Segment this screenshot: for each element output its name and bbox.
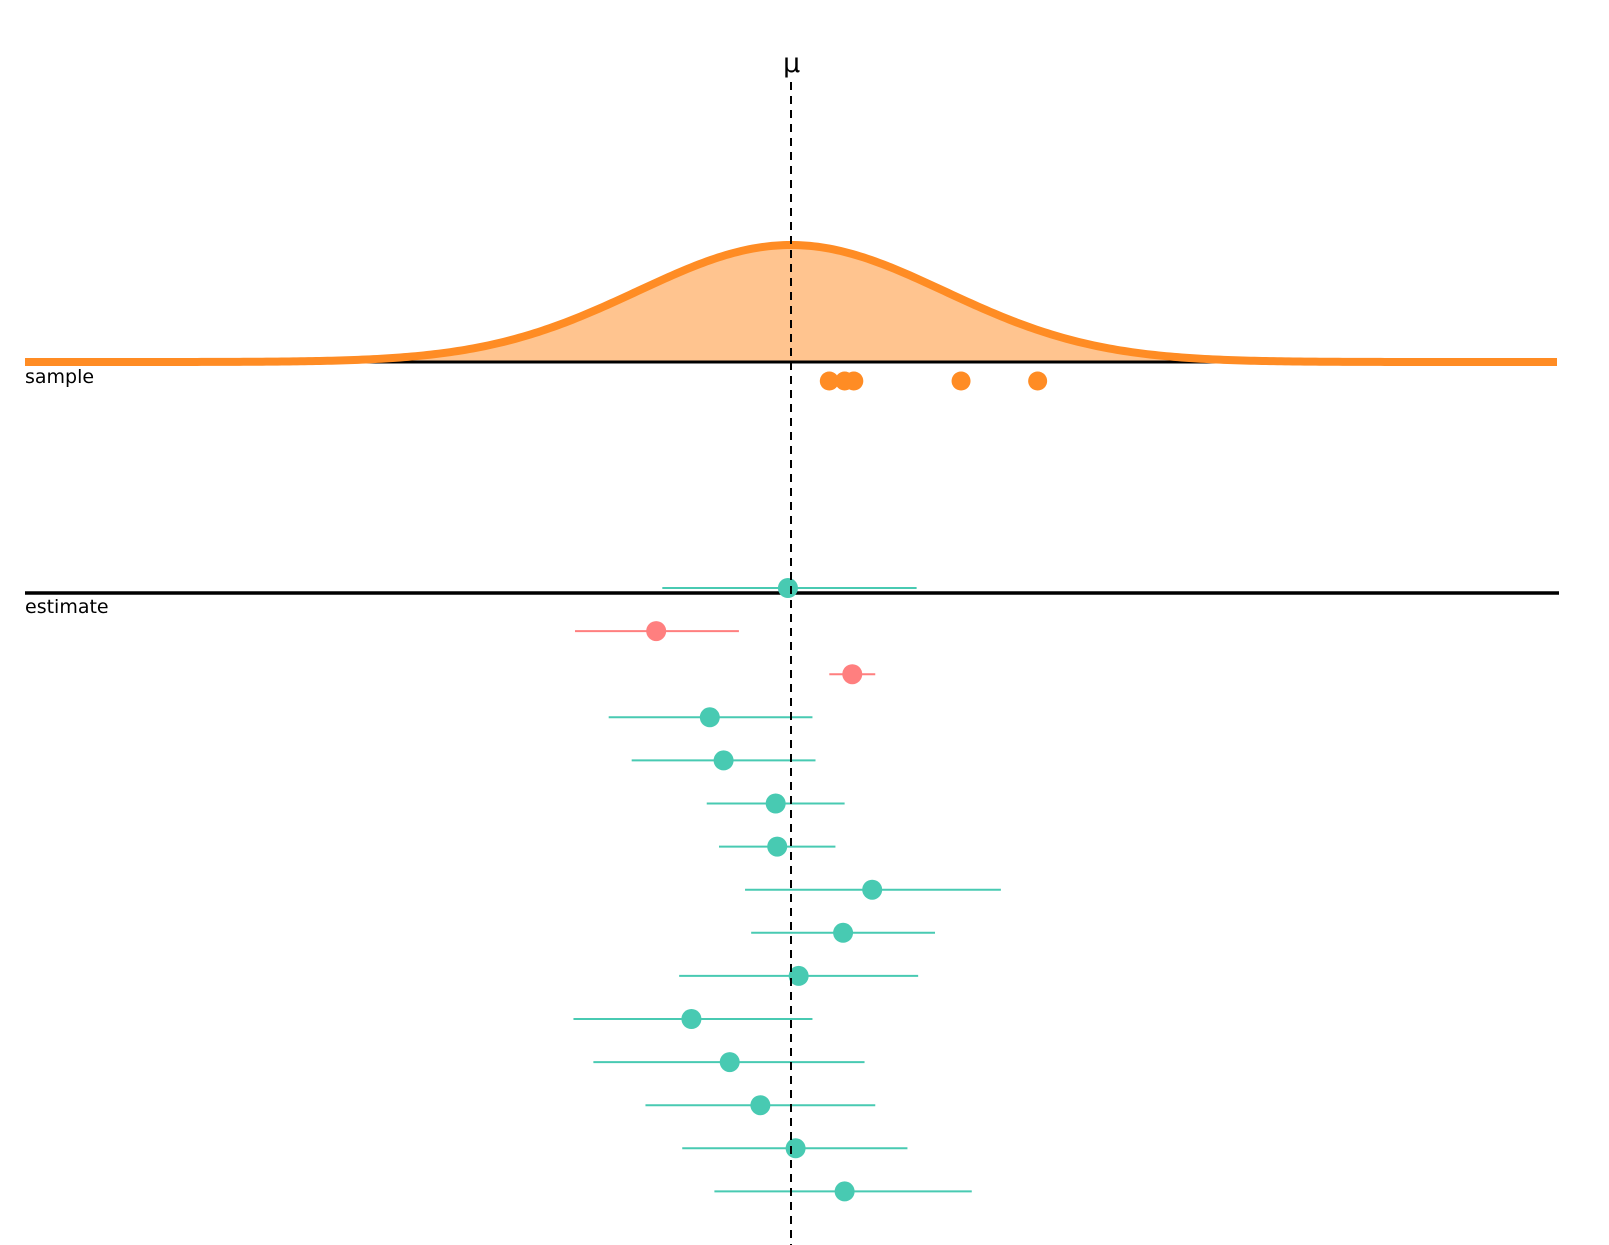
estimate-point: [681, 1009, 702, 1029]
estimate-point: [777, 578, 798, 598]
estimate-point: [646, 621, 667, 642]
sample-point: [819, 371, 839, 391]
sample-panel-label: sample: [25, 366, 95, 388]
estimates-layer: [573, 578, 1001, 1202]
estimate-row: [608, 707, 813, 728]
estimate-point: [834, 1181, 855, 1202]
mu-label: μ: [783, 48, 801, 79]
estimate-row: [631, 750, 816, 771]
estimate-row: [718, 836, 836, 857]
sample-points-layer: [819, 371, 1048, 391]
estimate-row: [751, 922, 936, 943]
estimate-row: [706, 793, 845, 814]
estimate-row: [573, 1009, 813, 1029]
estimate-row: [593, 1052, 865, 1073]
estimate-point: [788, 965, 809, 986]
estimate-point: [699, 707, 720, 728]
estimate-point: [833, 922, 854, 943]
estimate-point: [719, 1052, 740, 1073]
estimate-point: [713, 750, 734, 771]
estimate-row: [745, 879, 1001, 900]
estimate-row: [662, 578, 917, 598]
estimate-point: [862, 879, 883, 900]
estimate-row: [645, 1095, 876, 1116]
estimate-panel-label: estimate: [25, 596, 109, 618]
estimate-point: [765, 793, 786, 814]
sample-point: [951, 371, 971, 391]
estimate-row: [682, 1138, 908, 1159]
estimate-point: [750, 1095, 771, 1116]
estimate-point: [767, 836, 788, 857]
sample-point: [1028, 371, 1048, 391]
estimate-row: [574, 621, 739, 642]
estimate-point: [842, 664, 863, 685]
population-curve-layer: [24, 241, 1558, 366]
population-density-fill: [25, 245, 1557, 362]
estimate-row: [829, 664, 876, 685]
population-density-curve: [24, 241, 1558, 366]
estimate-point: [785, 1138, 806, 1159]
estimate-row: [679, 965, 919, 986]
estimate-row: [714, 1181, 972, 1202]
sample-point: [844, 371, 864, 391]
